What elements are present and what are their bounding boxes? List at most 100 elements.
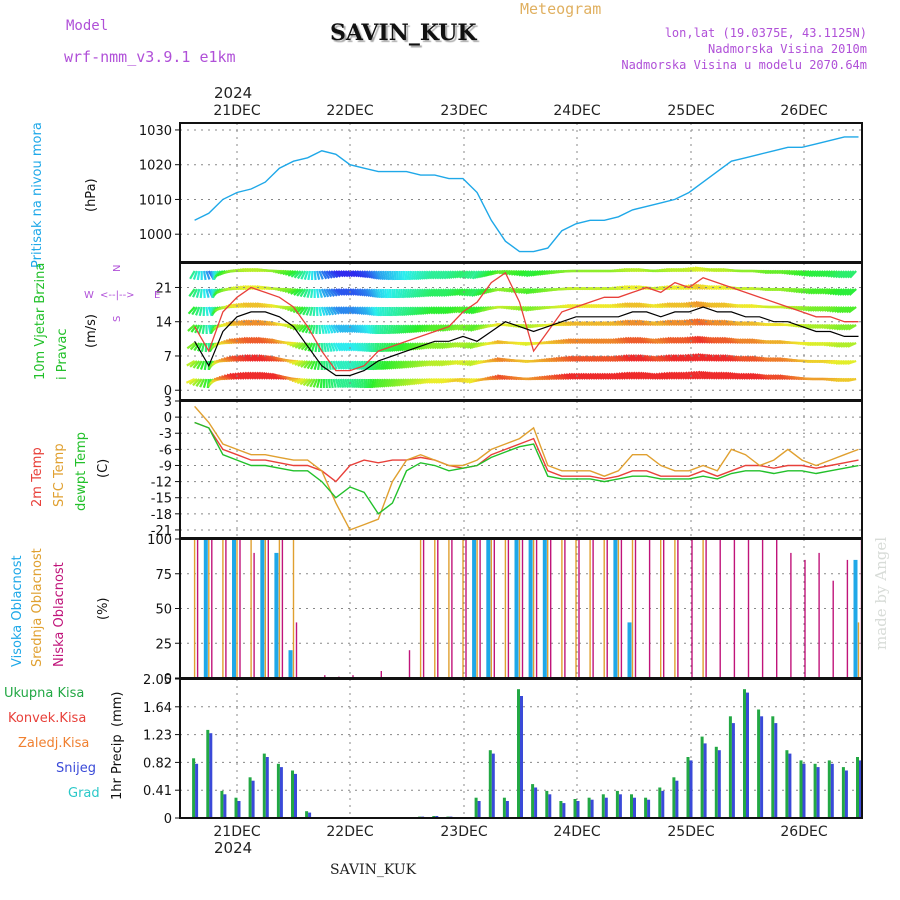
wind-barb — [435, 360, 445, 367]
wind-barb — [339, 360, 346, 370]
wind-barb — [819, 288, 829, 295]
cloud-bar-mid — [434, 539, 436, 678]
wind-barb — [302, 378, 311, 387]
wind-barb — [412, 378, 422, 386]
wind-barb — [456, 342, 466, 348]
wind-barb — [360, 288, 369, 297]
wind-barb — [433, 288, 441, 297]
wind-barb — [636, 336, 645, 344]
wind-barb — [365, 270, 373, 279]
wind-barb — [838, 324, 848, 331]
wind-barb — [349, 324, 357, 333]
wind-barb — [702, 318, 711, 326]
wind-barb — [353, 378, 358, 388]
cloud-bar-low — [479, 539, 481, 678]
wind-barb — [199, 288, 203, 299]
wind-barb — [191, 306, 198, 316]
wind-barb — [839, 270, 848, 279]
wind-barb — [567, 355, 577, 362]
wind-barb — [374, 270, 381, 280]
wind-barb — [410, 324, 417, 334]
wind-barb — [680, 319, 690, 326]
cloud-bar-mid — [292, 539, 295, 678]
wind-barb — [257, 336, 266, 344]
wind-barb — [455, 288, 464, 296]
wind-barb — [231, 372, 241, 380]
wind-barb — [654, 338, 664, 344]
wind-barb — [565, 373, 575, 380]
wind-barb — [685, 319, 695, 326]
wind-barb — [229, 372, 238, 380]
cloud-bar-mid — [278, 539, 281, 678]
wind-barb — [395, 288, 399, 299]
wind-barb — [344, 342, 351, 352]
wind-barb — [370, 378, 375, 389]
wind-barb — [289, 341, 299, 347]
wind-barb — [655, 372, 664, 380]
cloud-bar-low — [380, 671, 382, 678]
wind-barb — [291, 359, 301, 365]
wind-barb — [679, 371, 688, 380]
wind-barb — [826, 306, 836, 313]
wind-barb — [678, 319, 688, 326]
wind-barb — [385, 324, 389, 335]
wind-barb — [367, 360, 371, 371]
wind-barb — [358, 378, 363, 389]
wind-barb — [425, 324, 434, 333]
wind-barb — [236, 372, 245, 380]
wind-barb — [694, 353, 702, 362]
wind-barb — [442, 306, 450, 315]
wind-barb — [847, 341, 857, 348]
station-title: SAVIN_KUK — [330, 20, 477, 46]
wind-barb — [370, 288, 376, 298]
wind-barb — [330, 288, 338, 297]
wind-barb — [689, 371, 697, 380]
wind-barb — [381, 324, 385, 335]
wind-barb — [424, 342, 434, 350]
wind-barb — [231, 355, 240, 362]
ytick-label: -3 — [159, 427, 172, 442]
wind-barb — [632, 371, 641, 380]
wind-barb — [409, 288, 415, 298]
wind-barb — [709, 336, 718, 344]
wind-barb — [436, 270, 443, 280]
wind-barb — [449, 270, 457, 279]
wind-barb — [341, 360, 348, 370]
ytick-label: 7 — [164, 350, 172, 365]
cloud-bar-high — [288, 650, 293, 678]
wind-barb — [640, 337, 650, 344]
wind-barb — [593, 372, 603, 380]
wind-barb — [691, 353, 700, 362]
wind-barb — [339, 378, 345, 388]
wind-barb — [295, 324, 304, 332]
wind-barb — [739, 355, 749, 362]
wind-barb — [427, 324, 436, 332]
precip-bar-total — [757, 709, 761, 818]
model-elevation: Nadmorska Visina u modelu 2070.64m — [621, 58, 867, 72]
ytick-label: 0 — [164, 384, 172, 399]
wind-barb — [574, 355, 584, 362]
wind-barb — [303, 270, 309, 280]
wind-barb — [635, 319, 645, 326]
precip-bar-snow — [746, 692, 749, 818]
wind-barb — [650, 372, 660, 380]
precip-bar-snow — [534, 787, 538, 818]
cloud-bar-low — [620, 539, 623, 678]
wind-barb — [342, 324, 350, 333]
wind-barb — [387, 324, 392, 335]
wind-barb — [684, 371, 693, 380]
wind-barb — [396, 360, 403, 370]
wind-barb — [439, 306, 448, 315]
wind-barb — [318, 306, 323, 317]
wind-barb — [196, 270, 201, 281]
wind-barb — [839, 288, 848, 296]
wind-barb — [187, 324, 196, 332]
wind-barb — [186, 360, 196, 367]
wind-barb — [344, 270, 354, 278]
wind-barb — [723, 336, 733, 344]
wind-barb — [246, 371, 255, 380]
wind-barb — [620, 371, 629, 380]
wind-barb — [351, 288, 360, 297]
footer-station: SAVIN_KUK — [330, 862, 417, 878]
wind-barb — [403, 288, 408, 299]
